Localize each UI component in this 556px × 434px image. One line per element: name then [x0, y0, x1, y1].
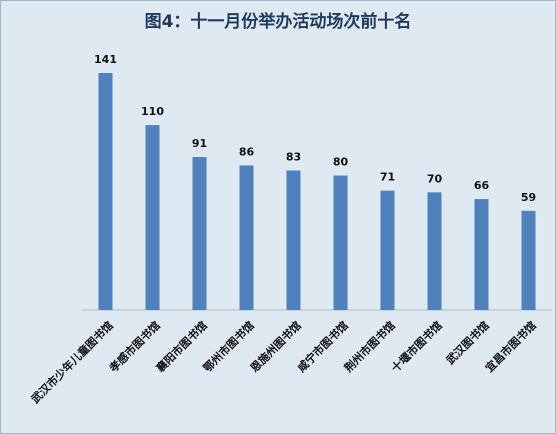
bar [98, 73, 113, 310]
bar [521, 210, 536, 310]
bar [192, 157, 207, 310]
value-label: 110 [141, 105, 164, 118]
value-label: 141 [94, 53, 117, 66]
chart-title: 图4：十一月份举办活动场次前十名 [145, 11, 412, 32]
value-label: 70 [427, 172, 443, 185]
bar [427, 192, 442, 310]
value-label: 66 [474, 179, 490, 192]
bar [239, 165, 254, 310]
value-label: 86 [239, 145, 255, 158]
bar [380, 190, 395, 310]
bar [286, 170, 301, 310]
bar [145, 125, 160, 310]
value-label: 91 [192, 137, 207, 150]
value-label: 80 [333, 156, 349, 169]
value-label: 71 [380, 171, 395, 184]
bar [333, 175, 348, 310]
value-label: 83 [286, 150, 301, 163]
value-label: 59 [521, 191, 536, 204]
bar [474, 199, 489, 310]
